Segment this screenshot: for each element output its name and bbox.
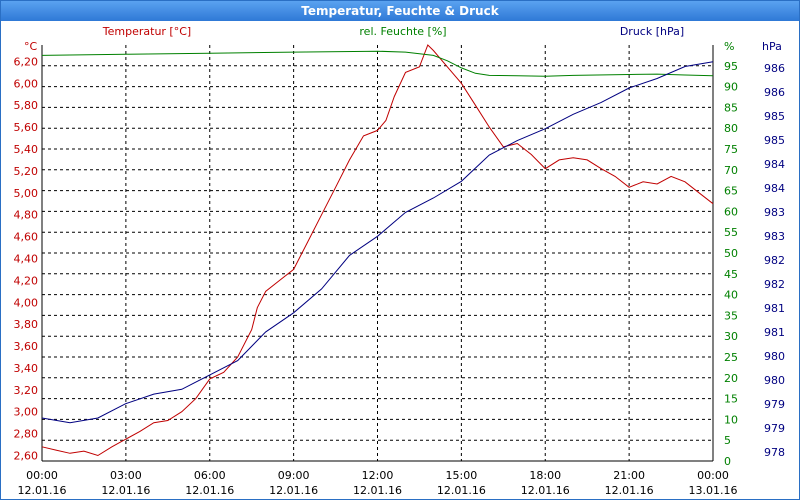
x-tick-time: 03:00 — [110, 469, 142, 482]
humidity-tick-label: 55 — [724, 226, 738, 239]
x-tick-time: 00:00 — [26, 469, 58, 482]
pressure-tick-label: 983 — [764, 206, 785, 219]
humidity-tick-label: 70 — [724, 164, 738, 177]
pressure-tick-label: 980 — [764, 350, 785, 363]
x-tick-date: 12.01.16 — [185, 484, 234, 497]
humidity-tick-label: 10 — [724, 413, 738, 426]
x-tick-date: 12.01.16 — [269, 484, 318, 497]
temperature-tick-label: 3,60 — [14, 340, 39, 353]
humidity-tick-label: 0 — [724, 455, 731, 468]
window-title: Temperatur, Feuchte & Druck — [1, 1, 799, 21]
pressure-tick-label: 982 — [764, 278, 785, 291]
temperature-tick-label: 5,00 — [14, 187, 39, 200]
temperature-tick-label: 5,20 — [14, 165, 39, 178]
temperature-tick-label: 5,80 — [14, 99, 39, 112]
temperature-tick-label: 4,60 — [14, 231, 39, 244]
x-tick-date: 12.01.16 — [353, 484, 402, 497]
pressure-tick-label: 983 — [764, 230, 785, 243]
pressure-tick-label: 980 — [764, 374, 785, 387]
humidity-tick-label: 20 — [724, 372, 738, 385]
pressure-tick-label: 985 — [764, 134, 785, 147]
x-tick-date: 12.01.16 — [437, 484, 486, 497]
humidity-tick-label: 45 — [724, 268, 738, 281]
temperature-tick-label: 4,20 — [14, 274, 39, 287]
pressure-tick-label: 986 — [764, 62, 785, 75]
temperature-tick-label: 6,00 — [14, 77, 39, 90]
humidity-axis-label: rel. Feuchte [%] — [359, 25, 446, 38]
humidity-tick-label: 90 — [724, 81, 738, 94]
humidity-series-line — [41, 50, 714, 77]
temperature-series-line — [41, 44, 714, 457]
temperature-tick-label: 5,40 — [14, 143, 39, 156]
pressure-tick-label: 981 — [764, 302, 785, 315]
temperature-unit: °C — [24, 40, 38, 53]
humidity-tick-label: 80 — [724, 122, 738, 135]
pressure-unit: hPa — [762, 40, 782, 53]
temperature-tick-label: 6,20 — [14, 55, 39, 68]
humidity-tick-label: 60 — [724, 205, 738, 218]
temperature-tick-label: 3,20 — [14, 384, 39, 397]
humidity-tick-label: 15 — [724, 393, 738, 406]
temperature-tick-label: 3,80 — [14, 318, 39, 331]
x-tick-time: 18:00 — [529, 469, 561, 482]
x-tick-time: 21:00 — [613, 469, 645, 482]
pressure-tick-label: 978 — [764, 446, 785, 459]
pressure-tick-label: 984 — [764, 182, 785, 195]
humidity-tick-label: 85 — [724, 101, 738, 114]
humidity-tick-label: 65 — [724, 185, 738, 198]
pressure-tick-label: 981 — [764, 326, 785, 339]
humidity-tick-label: 95 — [724, 60, 738, 73]
humidity-tick-label: 50 — [724, 247, 738, 260]
x-tick-date: 12.01.16 — [18, 484, 67, 497]
temperature-tick-label: 4,80 — [14, 209, 39, 222]
temperature-tick-label: 2,80 — [14, 428, 39, 441]
humidity-tick-label: 25 — [724, 351, 738, 364]
pressure-tick-label: 979 — [764, 422, 785, 435]
humidity-tick-label: 35 — [724, 309, 738, 322]
temperature-tick-label: 3,40 — [14, 362, 39, 375]
pressure-tick-label: 979 — [764, 398, 785, 411]
temperature-tick-label: 4,40 — [14, 252, 39, 265]
pressure-tick-label: 982 — [764, 254, 785, 267]
x-tick-time: 12:00 — [362, 469, 394, 482]
humidity-unit: % — [724, 40, 734, 53]
x-tick-date: 13.01.16 — [689, 484, 738, 497]
humidity-tick-label: 30 — [724, 330, 738, 343]
pressure-tick-label: 984 — [764, 158, 785, 171]
temperature-tick-label: 3,00 — [14, 406, 39, 419]
x-tick-date: 12.01.16 — [605, 484, 654, 497]
temperature-tick-label: 2,60 — [14, 450, 39, 463]
temperature-axis-label: Temperatur [°C] — [102, 25, 191, 38]
temperature-tick-label: 5,60 — [14, 121, 39, 134]
pressure-series-line — [41, 61, 714, 424]
pressure-tick-label: 985 — [764, 110, 785, 123]
x-tick-time: 06:00 — [194, 469, 226, 482]
x-tick-time: 09:00 — [278, 469, 310, 482]
x-tick-time: 00:00 — [697, 469, 729, 482]
x-tick-date: 12.01.16 — [101, 484, 150, 497]
temperature-tick-label: 4,00 — [14, 296, 39, 309]
humidity-tick-label: 40 — [724, 289, 738, 302]
pressure-tick-label: 986 — [764, 86, 785, 99]
humidity-tick-label: 5 — [724, 434, 731, 447]
x-tick-date: 12.01.16 — [521, 484, 570, 497]
pressure-axis-label: Druck [hPa] — [620, 25, 684, 38]
x-tick-time: 15:00 — [446, 469, 478, 482]
humidity-tick-label: 75 — [724, 143, 738, 156]
